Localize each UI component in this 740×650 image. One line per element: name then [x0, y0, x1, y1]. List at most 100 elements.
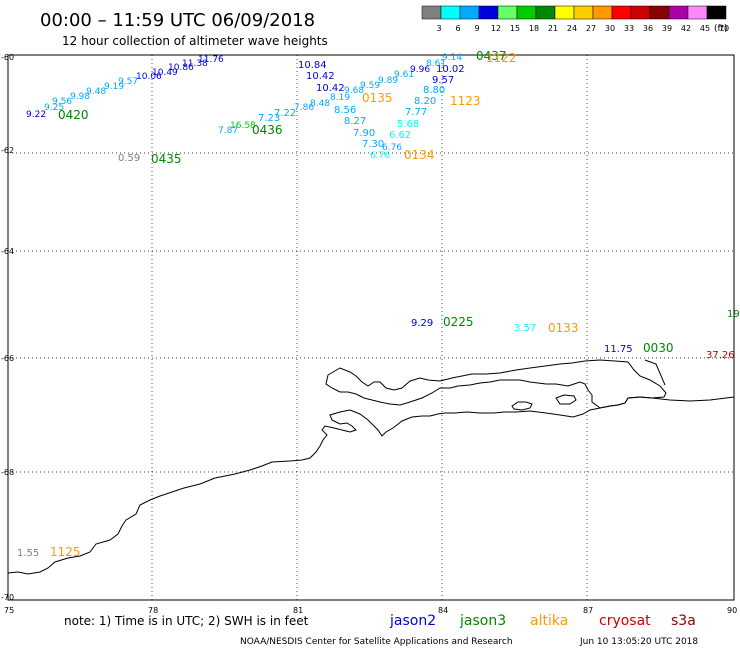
obs-label: 9.98	[70, 92, 90, 102]
colorbar-swatch	[687, 5, 708, 20]
obs-time: 0435	[151, 152, 182, 166]
colorbar-tick-label: 70	[719, 24, 729, 33]
colorbar-tick-label: 18	[529, 24, 539, 33]
legend-cryosat: cryosat	[599, 613, 651, 629]
obs-time: 1123	[450, 94, 481, 108]
obs-time: 0437	[476, 49, 507, 63]
colorbar-swatch	[516, 5, 537, 20]
map-title: 00:00 – 11:59 UTC 06/09/2018	[40, 10, 315, 31]
obs-label: 9.57	[118, 77, 138, 87]
lat-label-70: -70	[1, 593, 14, 602]
obs-label: 19	[727, 309, 740, 320]
colorbar-swatch	[592, 5, 613, 20]
colorbar-tick-label: 33	[624, 24, 634, 33]
lat-label-68: -68	[1, 468, 14, 477]
legend-altika: altika	[530, 613, 568, 629]
colorbar-tick-label: 27	[586, 24, 596, 33]
island-2	[555, 394, 577, 405]
obs-label: 7.23	[258, 113, 280, 124]
obs-label: 8.27	[344, 116, 366, 127]
graticule	[8, 55, 734, 600]
colorbar-swatch	[459, 5, 480, 20]
obs-label: 9.29	[411, 318, 433, 329]
colorbar-swatch	[478, 5, 499, 20]
obs-label: 7.77	[405, 107, 427, 118]
obs-label: 6.76	[370, 151, 390, 161]
obs-time: 1125	[50, 545, 81, 559]
obs-label: 10.86	[168, 63, 194, 73]
colorbar-tick-label: 12	[491, 24, 501, 33]
obs-label: 8.48	[310, 99, 330, 109]
colorbar-tick-label: 36	[643, 24, 653, 33]
obs-label: 10.42	[316, 83, 345, 94]
obs-time: 0436	[252, 123, 283, 137]
obs-label: 9.61	[394, 70, 414, 80]
obs-label: 9.96	[410, 65, 430, 75]
colorbar-swatch	[440, 5, 461, 20]
longitude-labels: 75 78 81 84 87 90	[4, 606, 737, 615]
lat-label-64: -64	[1, 247, 14, 256]
obs-time: 0133	[548, 321, 579, 335]
obs-label: 6.62	[389, 130, 411, 141]
lon-label-84: 84	[438, 606, 448, 615]
colorbar-swatch	[421, 5, 442, 20]
coastline	[7, 359, 735, 575]
obs-label: 7.86	[294, 103, 314, 113]
ice-tongue	[644, 359, 666, 386]
colorbar-swatch	[535, 5, 556, 20]
obs-time: 0225	[443, 315, 474, 329]
obs-time: 1122	[486, 51, 517, 65]
legend-jason2: jason2	[389, 613, 436, 629]
colorbar-tick-label: 3	[436, 24, 441, 33]
obs-label: 7.90	[353, 128, 375, 139]
colorbar-swatch	[706, 5, 727, 20]
footer-note: note: 1) Time is in UTC; 2) SWH is in fe…	[64, 614, 309, 628]
colorbar-tick-label: 45	[700, 24, 710, 33]
lon-label-90: 90	[727, 606, 737, 615]
footer-timestamp: Jun 10 13:05:20 UTC 2018	[579, 637, 698, 647]
obs-label: 10.02	[436, 64, 465, 75]
colorbar-swatch	[630, 5, 651, 20]
obs-time: 0134	[404, 148, 435, 162]
map-frame	[7, 54, 735, 601]
obs-label: 6.76	[382, 143, 402, 153]
obs-label: 11.76	[198, 55, 224, 65]
satellite-legend: jason2 jason3 altika cryosat s3a	[389, 613, 696, 629]
colorbar-tick-label: 39	[662, 24, 672, 33]
colorbar-tick-label: 30	[605, 24, 615, 33]
obs-time: 0420	[58, 108, 89, 122]
obs-label: 9.68	[344, 86, 364, 96]
colorbar-swatch	[573, 5, 594, 20]
latitude-labels: -60 -62 -64 -66 -68 -70	[1, 53, 14, 602]
obs-label: 16.58	[230, 121, 256, 131]
island-1	[511, 401, 533, 411]
obs-label: 7.22	[274, 108, 296, 119]
obs-label: 7.30	[362, 139, 384, 150]
obs-label: 10.06	[136, 72, 162, 82]
coastline-peninsula	[325, 359, 667, 409]
obs-label: 9.22	[26, 110, 46, 120]
obs-label: 11.38	[182, 59, 208, 69]
colorbar-tick-label: 42	[681, 24, 691, 33]
obs-label: 7.87	[218, 126, 238, 136]
obs-time: 0135	[362, 91, 393, 105]
colorbar-tick-label: 24	[567, 24, 577, 33]
observations-layer: 11.76 11.38 10.86 10.49 10.06 9.57 9.19 …	[17, 49, 740, 559]
lon-label-81: 81	[293, 606, 303, 615]
obs-label: 3.57	[514, 323, 536, 334]
lon-label-75: 75	[4, 606, 14, 615]
obs-label: 9.89	[378, 76, 398, 86]
footer-credit: NOAA/NESDIS Center for Satellite Applica…	[240, 637, 513, 647]
obs-label: 8.80	[423, 85, 445, 96]
obs-label: 37.26	[706, 350, 735, 361]
colorbar-swatch	[668, 5, 689, 20]
coastline-main	[7, 396, 735, 575]
lat-label-60: -60	[1, 53, 14, 62]
legend-s3a: s3a	[671, 613, 696, 629]
lat-label-66: -66	[1, 354, 14, 363]
colorbar-swatch	[611, 5, 632, 20]
wave-height-colorbar: 3 6 9 12 15 18 21 24 27 30 33 36 39 42 45 70	[421, 5, 729, 33]
obs-label: 0.59	[118, 153, 140, 164]
obs-label: 8.20	[414, 96, 436, 107]
